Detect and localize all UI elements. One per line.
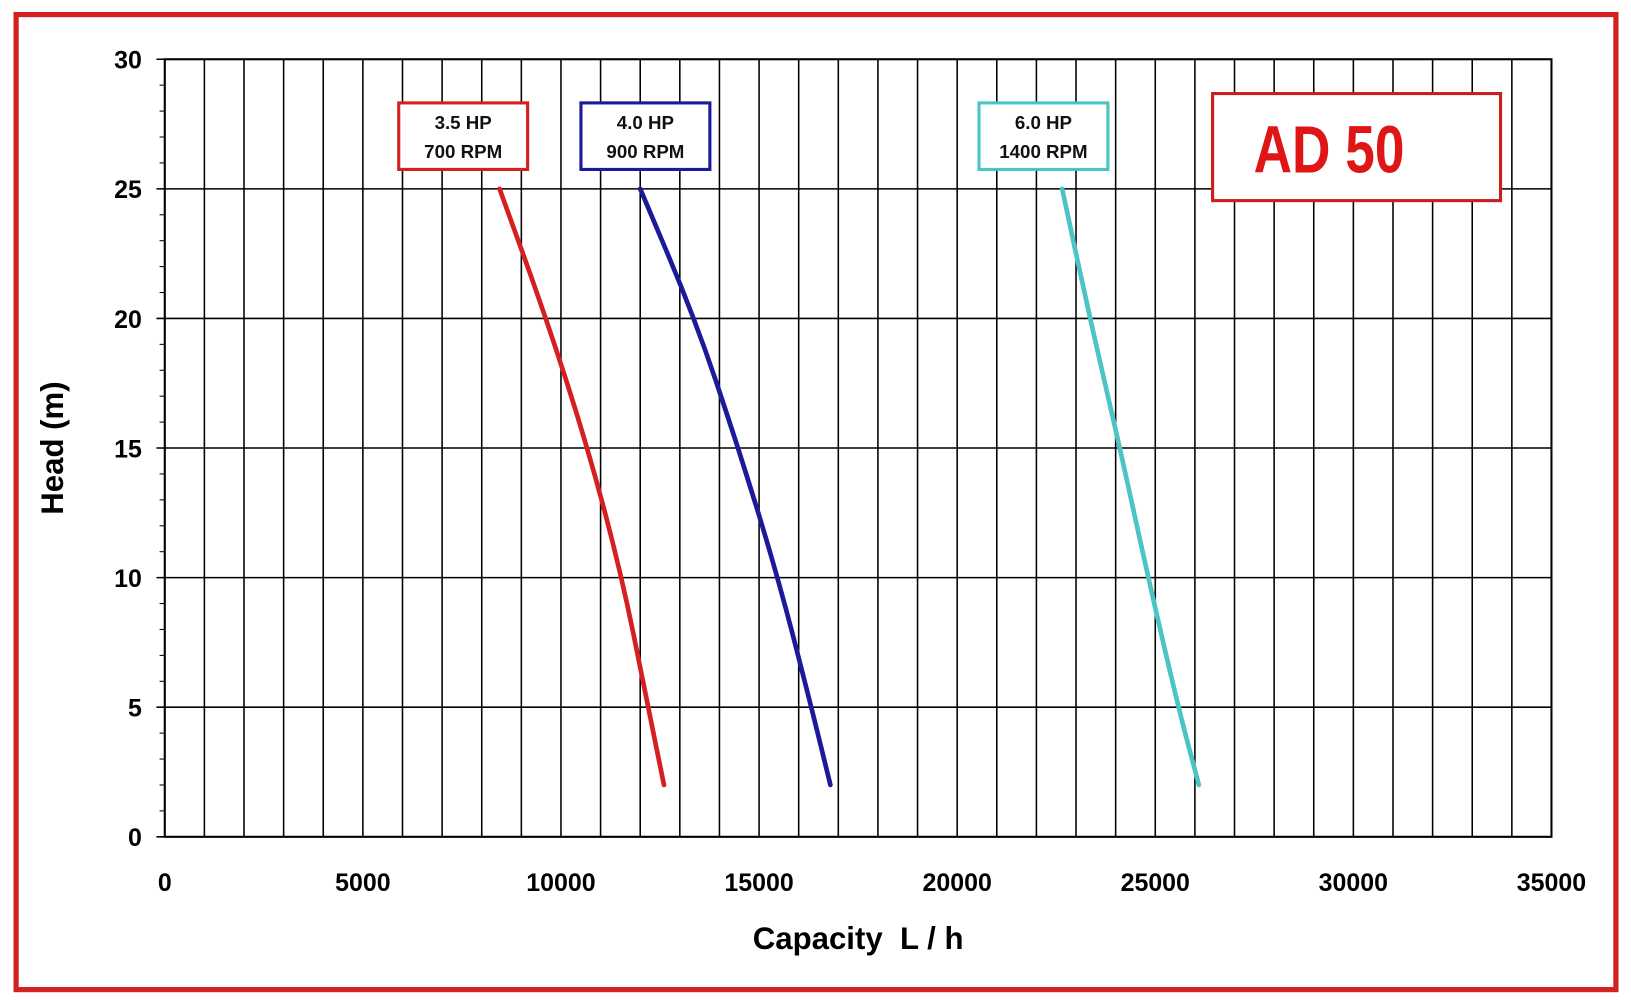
series-line: [1059, 186, 1202, 788]
x-tick-label: 30000: [1319, 869, 1388, 897]
label-rpm: 700 RPM: [424, 141, 502, 162]
y-tick-label: 0: [128, 824, 142, 852]
label-hp: 6.0 HP: [1015, 112, 1072, 133]
x-tick-label: 5000: [335, 869, 390, 897]
series-label-box: 3.5 HP 700 RPM: [397, 101, 530, 171]
y-axis-label: Head (m): [35, 381, 70, 514]
label-hp: 4.0 HP: [617, 112, 674, 133]
x-tick-label: 25000: [1121, 869, 1190, 897]
y-tick-label: 15: [114, 435, 142, 463]
label-rpm: 900 RPM: [606, 141, 684, 162]
outer-frame: [13, 11, 1619, 993]
series-line: [497, 186, 667, 788]
label-frame: [977, 101, 1110, 171]
y-tick-label: 30: [114, 47, 142, 75]
plot-area: [163, 58, 1553, 838]
series-label-box: 4.0 HP 900 RPM: [579, 101, 712, 171]
y-tick-label: 10: [114, 565, 142, 593]
x-tick-label: 35000: [1517, 869, 1586, 897]
label-hp: 3.5 HP: [435, 112, 492, 133]
label-frame: [397, 101, 530, 171]
series-label-box: 6.0 HP 1400 RPM: [977, 101, 1110, 171]
chart-title: AD 50: [1254, 112, 1405, 187]
y-tick-label: 20: [114, 306, 142, 334]
series-line: [637, 186, 833, 788]
x-tick-label: 20000: [922, 869, 991, 897]
series-lines: [497, 186, 1202, 788]
x-tick-label: 15000: [724, 869, 793, 897]
series-labels: 3.5 HP 700 RPM 4.0 HP 900 RPM 6.0 HP 1400 RPM: [397, 101, 1110, 171]
title-box: AD 50: [1211, 91, 1503, 203]
x-tick-label: 0: [158, 869, 172, 897]
y-tick-label: 5: [128, 695, 142, 723]
label-frame: [579, 101, 712, 171]
x-tick-label: 10000: [526, 869, 595, 897]
label-rpm: 1400 RPM: [999, 141, 1087, 162]
tick-labels: 0 5000 10000 15000 20000 25000 30000 35000 0 5 10 1…: [114, 47, 1586, 897]
x-axis-label: Capacity L / h: [753, 921, 964, 956]
y-tick-label: 25: [114, 176, 142, 204]
grid: [156, 58, 1553, 838]
